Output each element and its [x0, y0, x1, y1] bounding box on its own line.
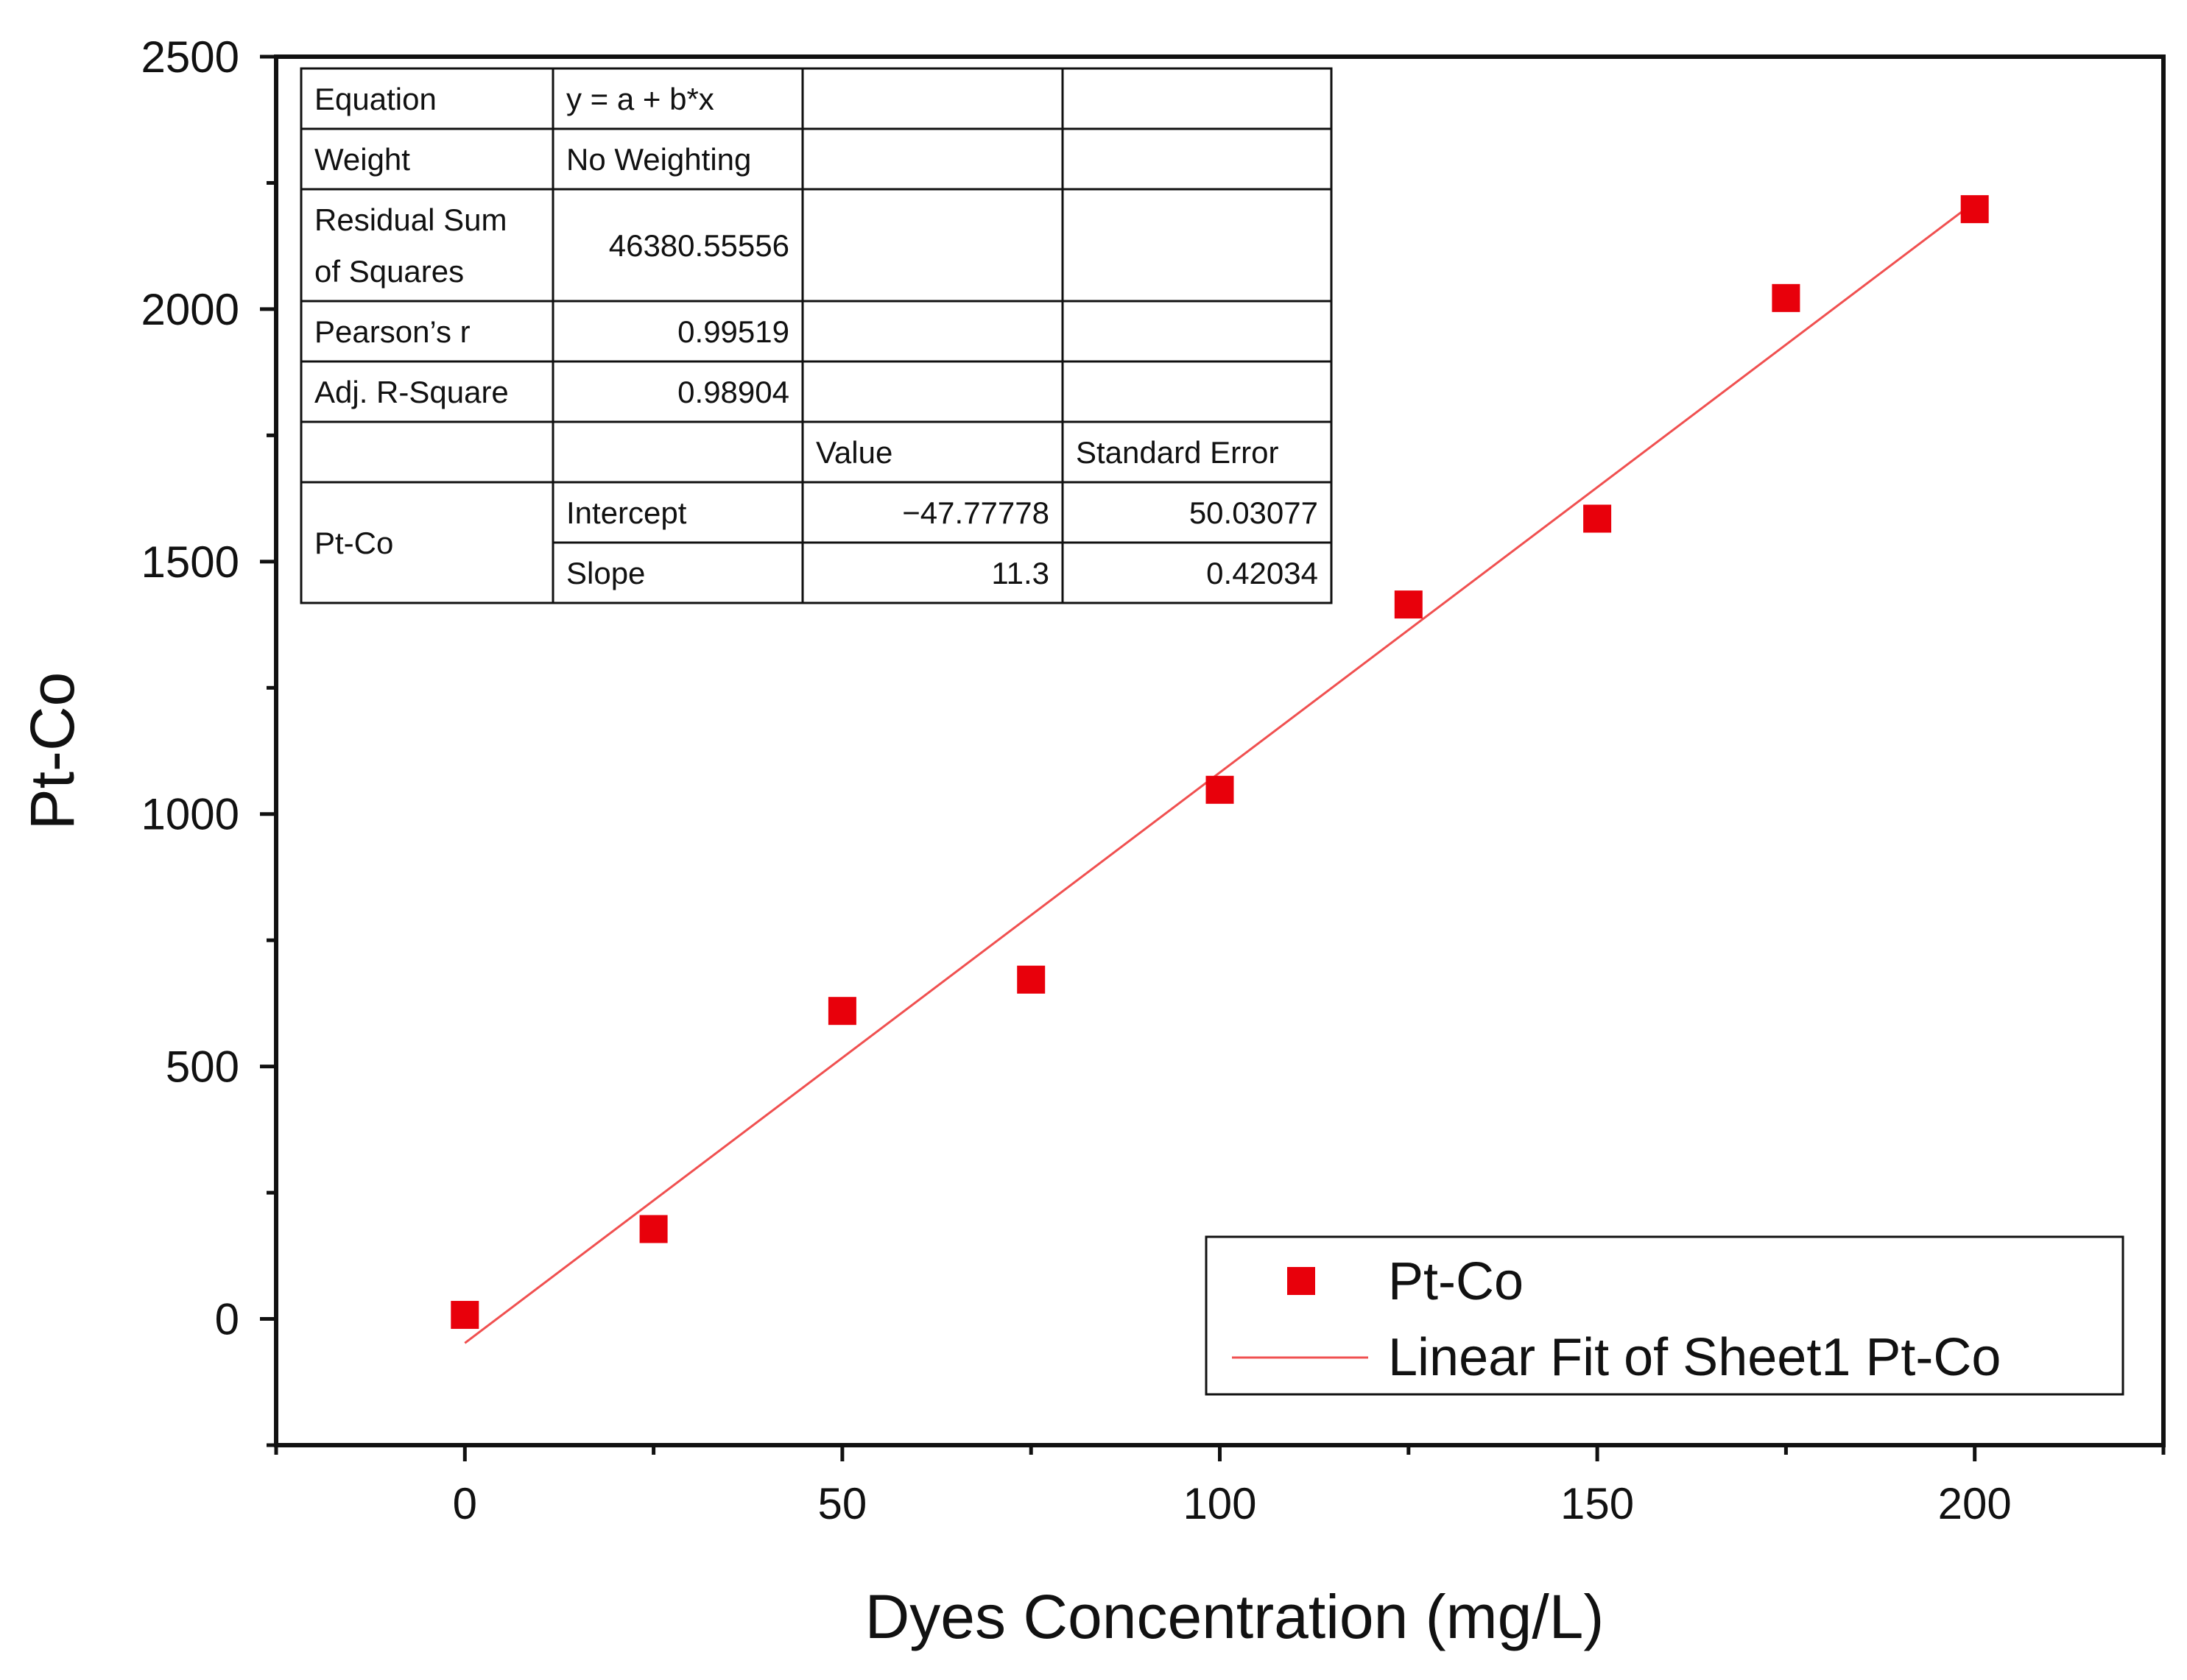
fit-results-table: Equation y = a + b*x Weight No Weighting Res…	[300, 67, 1333, 604]
fit-line	[464, 201, 1976, 1344]
table-cell: Intercept	[566, 495, 687, 530]
table-cell: Equation	[314, 82, 437, 116]
x-tick-label: 100	[1183, 1479, 1256, 1528]
x-tick-label: 200	[1938, 1479, 2012, 1528]
table-cell: Pt-Co	[314, 526, 393, 560]
data-point	[1017, 965, 1046, 994]
y-axis: 0 500 1000 1500 2000 2500	[141, 32, 276, 1447]
table-cell: Slope	[566, 556, 645, 590]
table-cell: 0.42034	[1206, 556, 1318, 590]
fit-line-layer	[464, 201, 1976, 1344]
table-cell: 11.3	[991, 556, 1049, 590]
table-cell-line: Residual Sum	[314, 202, 507, 237]
y-axis-title: Pt-Co	[18, 672, 87, 830]
table-cell: Adj. R-Square	[314, 375, 509, 409]
x-tick-label: 150	[1560, 1479, 1634, 1528]
legend: Pt-Co Linear Fit of Sheet1 Pt-Co	[1205, 1235, 2124, 1396]
x-axis-title: Dyes Concentration (mg/L)	[865, 1582, 1605, 1651]
x-tick-label: 50	[818, 1479, 867, 1528]
table-cell: Weight	[314, 142, 410, 177]
y-tick-label: 500	[166, 1042, 239, 1092]
legend-label: Linear Fit of Sheet1 Pt-Co	[1388, 1328, 2001, 1387]
data-point	[1583, 504, 1612, 533]
table-cell: 0.98904	[677, 375, 789, 409]
data-point	[1960, 195, 1989, 224]
data-point	[1205, 775, 1234, 804]
legend-label: Pt-Co	[1388, 1252, 1524, 1311]
table-cell: 50.03077	[1189, 495, 1318, 530]
y-tick-label: 0	[215, 1295, 239, 1344]
legend-marker-square	[1287, 1267, 1315, 1295]
x-axis: 0 50 100 150 200	[274, 1445, 2166, 1528]
table-cell: 46380.55556	[609, 228, 789, 263]
table-cell: 0.99519	[677, 314, 789, 349]
y-tick-label: 1000	[141, 790, 239, 839]
y-tick-label: 2000	[141, 285, 239, 334]
x-tick-label: 0	[453, 1479, 477, 1528]
table-cell: Standard Error	[1076, 435, 1278, 470]
data-point	[828, 997, 856, 1026]
data-point	[1394, 590, 1423, 619]
table-cell: No Weighting	[566, 142, 751, 177]
table-cell: Value	[816, 435, 892, 470]
table-cell: Pearson’s r	[314, 314, 471, 349]
table-cell-line: of Squares	[314, 254, 464, 289]
legend-box	[1205, 1235, 2124, 1396]
table-cell: −47.77778	[902, 495, 1049, 530]
table-border	[300, 67, 1333, 604]
y-tick-label: 1500	[141, 537, 239, 587]
points-layer	[451, 195, 1989, 1330]
table-cell: y = a + b*x	[566, 82, 714, 116]
y-tick-label: 2500	[141, 32, 239, 82]
table-cell: Residual Sum of Squares	[314, 202, 507, 289]
data-point	[639, 1215, 668, 1243]
data-point	[1772, 283, 1800, 312]
data-point	[451, 1301, 479, 1330]
